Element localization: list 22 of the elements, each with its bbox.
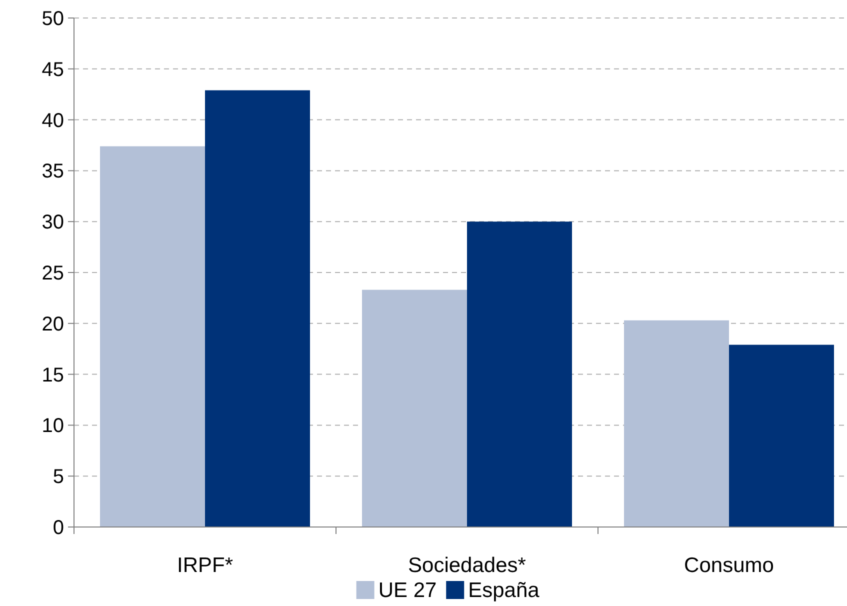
y-tick-label: 20 [42, 313, 64, 336]
legend-label: España [468, 579, 540, 602]
bar [467, 222, 572, 527]
legend-label: UE 27 [378, 579, 437, 602]
bar [624, 320, 729, 527]
bar [205, 90, 310, 527]
y-tick-label: 30 [42, 212, 64, 234]
x-tick-label: Consumo [684, 554, 774, 577]
y-tick-label: 15 [42, 364, 64, 386]
x-tick-label: IRPF* [176, 554, 234, 577]
bar [729, 344, 834, 527]
y-tick-label: 25 [42, 262, 64, 284]
y-tick-label: 35 [42, 160, 64, 183]
bar [100, 146, 205, 527]
y-tick-label: 10 [42, 415, 64, 438]
y-tick-label: 50 [42, 8, 64, 30]
y-tick-label: 45 [42, 58, 64, 81]
y-tick-label: 0 [52, 517, 64, 539]
x-tick-label: Sociedades* [408, 554, 526, 577]
y-tick-label: 40 [42, 110, 64, 132]
y-tick-label: 5 [52, 466, 64, 488]
bar [362, 290, 467, 527]
